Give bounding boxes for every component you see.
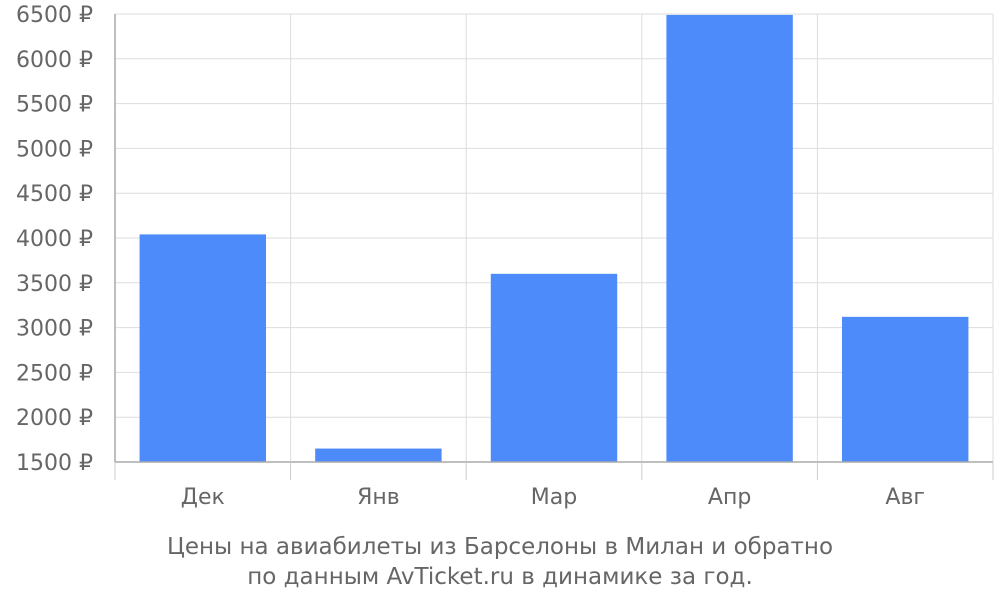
y-tick-label-8: 5500 ₽ [16, 93, 93, 118]
y-tick-label-0: 1500 ₽ [16, 451, 93, 476]
y-tick-label-5: 4000 ₽ [16, 227, 93, 252]
bar-0 [139, 234, 267, 462]
x-tick-label-4: Авг [885, 485, 925, 510]
bar-4 [841, 316, 969, 462]
y-tick-label-2: 2500 ₽ [16, 361, 93, 386]
price-bar-chart: 1500 ₽ 2000 ₽ 2500 ₽ 3000 ₽ 3500 ₽ 4000 ₽ 4500… [16, 3, 994, 510]
x-axis-ticks: Дек Янв Мар Апр Авг [181, 485, 925, 510]
chart-caption-line-1: Цены на авиабилеты из Барселоны в Милан … [166, 534, 834, 560]
x-tick-label-3: Апр [708, 485, 751, 510]
y-tick-label-7: 5000 ₽ [16, 137, 93, 162]
y-tick-label-6: 4500 ₽ [16, 182, 93, 207]
bars [139, 14, 969, 463]
axes [114, 14, 994, 480]
bar-1 [315, 448, 442, 462]
y-tick-label-3: 3000 ₽ [16, 317, 93, 342]
y-tick-label-9: 6000 ₽ [16, 48, 93, 73]
x-tick-label-1: Янв [357, 485, 400, 510]
chart-caption-line-2: по данным AvTicket.ru в динамике за год. [247, 564, 753, 590]
y-tick-label-4: 3500 ₽ [16, 272, 93, 297]
y-tick-label-10: 6500 ₽ [16, 3, 93, 28]
y-axis-ticks: 1500 ₽ 2000 ₽ 2500 ₽ 3000 ₽ 3500 ₽ 4000 ₽ 4500… [16, 3, 93, 476]
x-tick-label-2: Мар [531, 485, 577, 510]
x-tick-label-0: Дек [181, 485, 225, 510]
y-tick-label-1: 2000 ₽ [16, 406, 93, 431]
bar-2 [490, 273, 618, 462]
bar-3 [666, 14, 793, 463]
